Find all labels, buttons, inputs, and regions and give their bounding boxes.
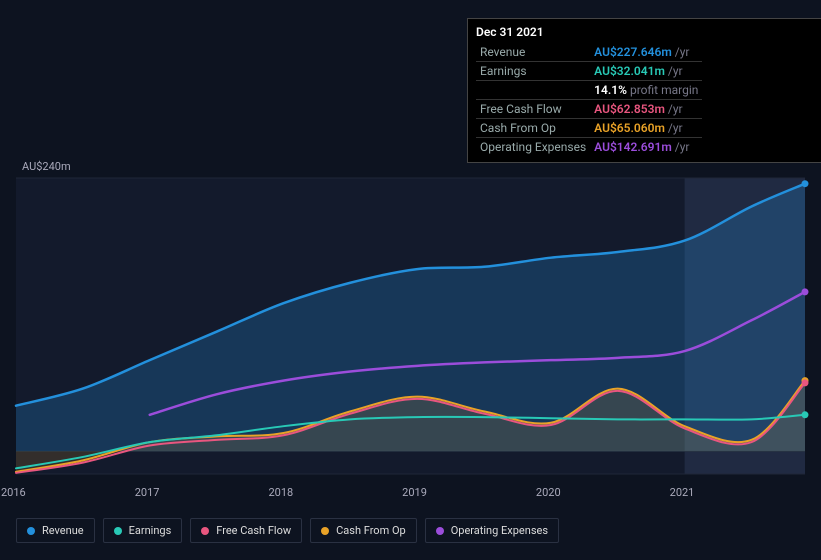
legend-dot <box>114 527 122 535</box>
legend-label: Operating Expenses <box>451 524 548 537</box>
legend-label: Earnings <box>129 524 172 537</box>
legend-label: Revenue <box>42 524 84 537</box>
x-tick-label: 2020 <box>536 486 561 499</box>
tooltip-row-value: AU$62.853m <box>594 102 665 116</box>
legend-label: Cash From Op <box>336 524 406 537</box>
legend-label: Free Cash Flow <box>216 524 291 537</box>
tooltip-date: Dec 31 2021 <box>476 25 814 39</box>
x-tick-label: 2016 <box>1 486 26 499</box>
legend-item-cfo[interactable]: Cash From Op <box>310 518 417 543</box>
x-tick-label: 2019 <box>402 486 427 499</box>
tooltip-row-label: Revenue <box>476 43 590 62</box>
legend-item-earnings[interactable]: Earnings <box>103 518 183 543</box>
tooltip-row-value: AU$227.646m <box>594 45 672 59</box>
tooltip-row-label: Earnings <box>476 62 590 81</box>
legend-dot <box>436 527 444 535</box>
legend: Revenue Earnings Free Cash Flow Cash From O… <box>16 518 559 543</box>
x-tick-label: 2017 <box>135 486 160 499</box>
legend-dot <box>201 527 209 535</box>
legend-item-opex[interactable]: Operating Expenses <box>425 518 559 543</box>
legend-item-fcf[interactable]: Free Cash Flow <box>190 518 302 543</box>
x-tick-label: 2021 <box>670 486 695 499</box>
chart-container: { "tooltip": { "x": 467, "y": 18, "w": 3… <box>0 0 821 560</box>
legend-item-revenue[interactable]: Revenue <box>16 518 95 543</box>
tooltip-row-value: AU$65.060m <box>594 121 665 135</box>
legend-dot <box>321 527 329 535</box>
tooltip-row-value: AU$142.691m <box>594 140 672 154</box>
tooltip-row-sub: 14.1% <box>594 83 627 97</box>
tooltip-row-label: Cash From Op <box>476 119 590 138</box>
x-tick-label: 2018 <box>268 486 293 499</box>
tooltip-row-value: AU$32.041m <box>594 64 665 78</box>
tooltip-row-label: Operating Expenses <box>476 138 590 157</box>
legend-dot <box>27 527 35 535</box>
tooltip-row-label: Free Cash Flow <box>476 100 590 119</box>
hover-tooltip: Dec 31 2021RevenueAU$227.646m /yrEarning… <box>467 18 821 163</box>
